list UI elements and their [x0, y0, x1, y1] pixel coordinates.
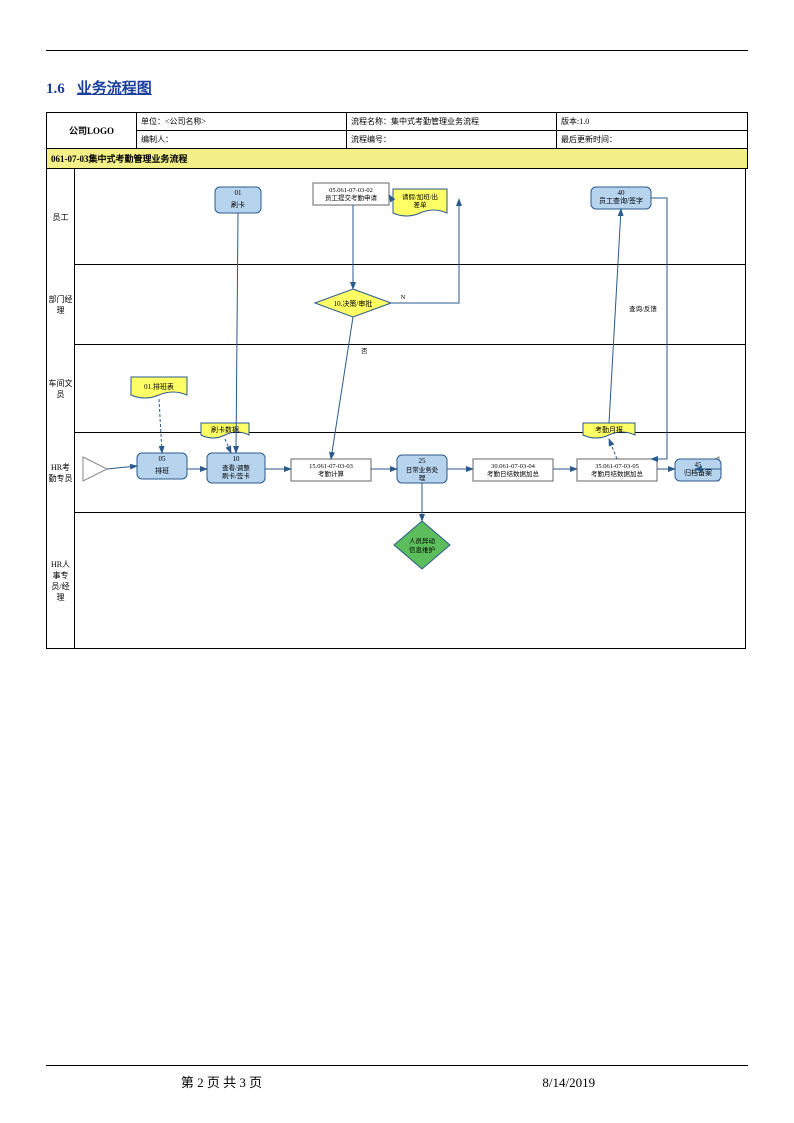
- svg-text:排班: 排班: [155, 466, 169, 475]
- flowchart: 员工部门经理车间文员HR考勤专员HR人事专员/经理 01.排班表刷卡数据考勤月报…: [46, 169, 746, 649]
- svg-text:15.061-07-03-03: 15.061-07-03-03: [309, 463, 353, 470]
- svg-text:25: 25: [419, 457, 427, 465]
- svg-text:理: 理: [419, 474, 426, 482]
- svg-text:10.决策/审批: 10.决策/审批: [334, 299, 373, 308]
- svg-text:人员异动: 人员异动: [409, 537, 436, 545]
- page-footer: 第 2 页 共 3 页 8/14/2019: [46, 1065, 748, 1091]
- svg-text:员工查询/签字: 员工查询/签字: [599, 196, 643, 205]
- svg-text:40: 40: [618, 189, 626, 197]
- svg-text:30.061-07-03-04: 30.061-07-03-04: [491, 463, 536, 470]
- svg-text:35.061-07-03-05: 35.061-07-03-05: [595, 463, 639, 470]
- svg-text:否: 否: [361, 347, 368, 355]
- logo-cell: 公司LOGO: [47, 113, 137, 149]
- svg-text:查询/反馈: 查询/反馈: [629, 304, 657, 313]
- footer-page: 第 2 页 共 3 页: [46, 1072, 397, 1091]
- svg-text:01.排班表: 01.排班表: [144, 382, 174, 391]
- svg-text:10: 10: [233, 455, 241, 463]
- svg-text:查看/调整: 查看/调整: [222, 463, 250, 472]
- svg-text:刷卡/签卡: 刷卡/签卡: [222, 471, 250, 480]
- banner: 061-07-03集中式考勤管理业务流程: [46, 149, 748, 169]
- svg-text:日常业务处: 日常业务处: [406, 465, 439, 474]
- section-title: 业务流程图: [77, 81, 152, 97]
- svg-text:考勤日结数据加总: 考勤日结数据加总: [487, 469, 540, 478]
- svg-text:刷卡数据: 刷卡数据: [211, 425, 239, 434]
- svg-text:01: 01: [235, 189, 243, 197]
- svg-text:45: 45: [695, 461, 703, 469]
- svg-text:考勤月报: 考勤月报: [595, 425, 623, 434]
- svg-text:05: 05: [159, 455, 167, 463]
- meta-table: 公司LOGO 单位：<公司名称> 流程名称：集中式考勤管理业务流程 版本:1.0…: [46, 112, 748, 149]
- svg-text:考勤月结数据加总: 考勤月结数据加总: [591, 469, 644, 478]
- section-number: 1.6: [46, 81, 65, 97]
- svg-text:N: N: [401, 294, 406, 301]
- svg-text:05.061-07-03-02: 05.061-07-03-02: [329, 187, 373, 194]
- svg-text:员工提交考勤申请: 员工提交考勤申请: [325, 193, 378, 202]
- svg-text:考勤计算: 考勤计算: [318, 469, 345, 478]
- svg-text:刷卡: 刷卡: [231, 200, 245, 209]
- svg-text:请假/加班/出: 请假/加班/出: [402, 192, 438, 201]
- footer-date: 8/14/2019: [400, 1075, 737, 1091]
- svg-text:信息维护: 信息维护: [409, 545, 435, 554]
- svg-text:差单: 差单: [414, 200, 428, 209]
